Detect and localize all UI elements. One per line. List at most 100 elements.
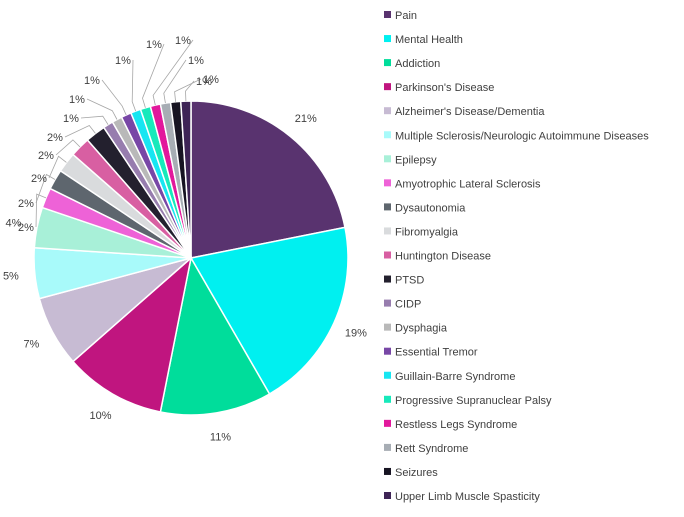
leader-lines — [35, 39, 202, 228]
percent-label-pain: 21% — [295, 113, 317, 125]
legend-swatch-guillain-barre-syndrome — [384, 371, 391, 379]
leader-line-upper-limb-muscle-spasticity — [185, 80, 195, 102]
percent-label-multiple-sclerosis-neurologic-autoimmune-diseases: 5% — [3, 271, 19, 283]
percent-label-ptsd: 2% — [47, 132, 63, 144]
legend-label-rett-syndrome: Rett Syndrome — [395, 443, 468, 455]
pie-slice-pain — [190, 100, 346, 259]
legend-swatch-mental-health — [384, 35, 391, 43]
legend-swatch-progressive-supranuclear-palsy — [384, 395, 391, 403]
legend-label-cidp: CIDP — [395, 299, 421, 311]
percent-label-progressive-supranuclear-palsy: 1% — [146, 39, 162, 51]
legend-swatch-ptsd — [384, 275, 391, 283]
legend-swatch-huntington-disease — [384, 251, 391, 259]
percent-label-huntington-disease: 2% — [38, 150, 54, 162]
legend-item-rett-syndrome: Rett Syndrome — [384, 443, 468, 455]
legend-swatch-cidp — [384, 299, 391, 307]
leader-line-progressive-supranuclear-palsy — [142, 43, 165, 108]
percent-label-dysautonomia: 2% — [18, 198, 34, 210]
legend-item-ptsd: PTSD — [384, 275, 424, 287]
legend-item-guillain-barre-syndrome: Guillain-Barre Syndrome — [384, 371, 515, 383]
legend-item-epilepsy: Epilepsy — [384, 154, 437, 166]
legend-swatch-epilepsy — [384, 155, 391, 163]
percent-label-rett-syndrome: 1% — [188, 55, 204, 67]
pie-slice-addiction — [159, 255, 271, 416]
legend-swatch-alzheimer-s-disease-dementia — [384, 107, 391, 115]
legend-label-dysautonomia: Dysautonomia — [395, 202, 466, 214]
legend-swatch-seizures — [384, 467, 391, 475]
legend-label-addiction: Addiction — [395, 58, 440, 70]
legend-item-pain: Pain — [384, 10, 417, 22]
leader-line-restless-legs-syndrome — [152, 39, 194, 106]
percent-label-amyotrophic-lateral-sclerosis: 2% — [18, 222, 34, 234]
legend-label-restless-legs-syndrome: Restless Legs Syndrome — [395, 419, 517, 431]
legend-label-fibromyalgia: Fibromyalgia — [395, 226, 459, 238]
legend-label-upper-limb-muscle-spasticity: Upper Limb Muscle Spasticity — [395, 491, 540, 503]
leader-line-huntington-disease — [55, 139, 81, 156]
legend-item-progressive-supranuclear-palsy: Progressive Supranuclear Palsy — [384, 395, 552, 407]
legend-label-alzheimer-s-disease-dementia: Alzheimer's Disease/Dementia — [395, 106, 545, 118]
legend-item-parkinson-s-disease: Parkinson's Disease — [384, 82, 494, 94]
legend-label-parkinson-s-disease: Parkinson's Disease — [395, 82, 494, 94]
percent-label-dysphagia: 1% — [69, 94, 85, 106]
legend-item-upper-limb-muscle-spasticity: Upper Limb Muscle Spasticity — [384, 491, 540, 503]
legend-label-pain: Pain — [395, 10, 417, 22]
legend-label-guillain-barre-syndrome: Guillain-Barre Syndrome — [395, 371, 515, 383]
legend-label-seizures: Seizures — [395, 467, 438, 479]
leader-line-rett-syndrome — [163, 59, 187, 104]
legend-item-mental-health: Mental Health — [384, 34, 463, 46]
legend-item-amyotrophic-lateral-sclerosis: Amyotrophic Lateral Sclerosis — [384, 178, 541, 190]
legend-item-cidp: CIDP — [384, 299, 421, 311]
percent-label-guillain-barre-syndrome: 1% — [115, 55, 131, 67]
percent-label-cidp: 1% — [63, 113, 79, 125]
legend-swatch-essential-tremor — [384, 347, 391, 355]
pie-slice-mental-health — [189, 226, 349, 395]
legend-item-dysautonomia: Dysautonomia — [384, 202, 466, 214]
legend-swatch-fibromyalgia — [384, 227, 391, 235]
legend-swatch-dysautonomia — [384, 203, 391, 211]
leader-line-dysautonomia — [35, 173, 56, 204]
legend-label-ptsd: PTSD — [395, 275, 424, 287]
leader-line-fibromyalgia — [48, 155, 67, 179]
legend-label-dysphagia: Dysphagia — [395, 323, 448, 335]
leader-line-guillain-barre-syndrome — [131, 59, 137, 112]
legend-item-addiction: Addiction — [384, 58, 440, 70]
leader-line-ptsd — [64, 125, 96, 138]
legend-item-fibromyalgia: Fibromyalgia — [384, 226, 459, 238]
legend: Pain Mental Health Addiction Parkinson's Di… — [384, 10, 649, 503]
legend-label-huntington-disease: Huntington Disease — [395, 251, 491, 263]
percent-label-epilepsy: 4% — [6, 218, 22, 230]
legend-label-mental-health: Mental Health — [395, 34, 463, 46]
pie-slices — [33, 100, 349, 416]
percent-label-parkinson-s-disease: 10% — [89, 410, 111, 422]
percent-label-alzheimer-s-disease-dementia: 7% — [23, 338, 39, 350]
percent-label-fibromyalgia: 2% — [31, 173, 47, 185]
percent-label-restless-legs-syndrome: 1% — [175, 35, 191, 47]
legend-item-seizures: Seizures — [384, 467, 438, 479]
leader-line-amyotrophic-lateral-sclerosis — [35, 193, 47, 228]
percent-label-addiction: 11% — [210, 432, 231, 444]
legend-swatch-dysphagia — [384, 323, 391, 331]
percent-label-seizures: 1% — [203, 74, 219, 86]
legend-swatch-amyotrophic-lateral-sclerosis — [384, 179, 391, 187]
legend-item-restless-legs-syndrome: Restless Legs Syndrome — [384, 419, 517, 431]
percent-label-upper-limb-muscle-spasticity: 1% — [196, 76, 212, 88]
legend-label-multiple-sclerosis-neurologic-autoimmune-diseases: Multiple Sclerosis/Neurologic Autoimmune… — [395, 130, 649, 142]
legend-swatch-pain — [384, 11, 391, 18]
percent-label-mental-health: 19% — [345, 328, 367, 340]
percent-labels: 21%19%11%10%7%5%4%2%2%2%2%2%1%1%1%1%1% 1%… — [3, 35, 367, 444]
legend-swatch-rett-syndrome — [384, 443, 391, 451]
legend-item-dysphagia: Dysphagia — [384, 323, 448, 335]
legend-item-huntington-disease: Huntington Disease — [384, 251, 491, 263]
legend-swatch-upper-limb-muscle-spasticity — [384, 492, 391, 499]
legend-item-multiple-sclerosis-neurologic-autoimmune-diseases: Multiple Sclerosis/Neurologic Autoimmune… — [384, 130, 649, 142]
legend-swatch-restless-legs-syndrome — [384, 419, 391, 427]
legend-label-amyotrophic-lateral-sclerosis: Amyotrophic Lateral Sclerosis — [395, 178, 541, 190]
leader-line-cidp — [80, 115, 109, 125]
legend-label-essential-tremor: Essential Tremor — [395, 347, 478, 359]
legend-swatch-parkinson-s-disease — [384, 83, 391, 91]
leader-line-dysphagia — [86, 98, 118, 120]
percent-label-essential-tremor: 1% — [84, 75, 100, 87]
leader-line-essential-tremor — [101, 79, 127, 116]
pie-slice-parkinson-s-disease — [71, 255, 193, 413]
